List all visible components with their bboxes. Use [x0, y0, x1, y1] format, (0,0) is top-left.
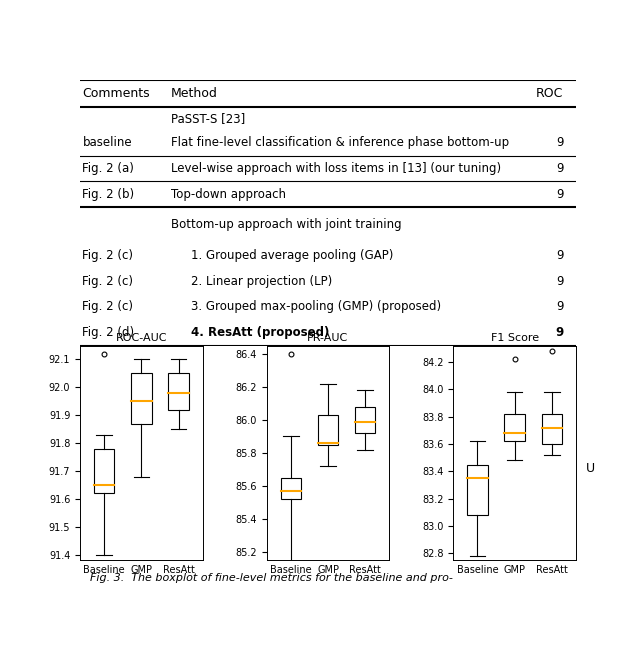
Text: Top-down approach: Top-down approach	[171, 188, 286, 201]
Title: ROC-AUC: ROC-AUC	[116, 333, 167, 343]
Bar	[541, 414, 562, 444]
Text: Fig. 2 (d): Fig. 2 (d)	[83, 326, 134, 339]
Title: F1 Score: F1 Score	[490, 333, 539, 343]
Text: 1. Grouped average pooling (GAP): 1. Grouped average pooling (GAP)	[191, 249, 393, 262]
Text: 4. ResAtt (proposed): 4. ResAtt (proposed)	[191, 326, 329, 339]
Text: 9: 9	[556, 188, 564, 201]
Bar	[355, 406, 376, 433]
Bar	[280, 477, 301, 499]
Text: 2. Linear projection (LP): 2. Linear projection (LP)	[191, 275, 332, 288]
Bar	[504, 414, 525, 442]
Text: PaSST-S [23]: PaSST-S [23]	[171, 112, 245, 125]
Text: 9: 9	[556, 300, 564, 313]
Text: Fig. 3.  The boxplot of fine-level metrics for the baseline and pro-: Fig. 3. The boxplot of fine-level metric…	[90, 572, 452, 582]
Text: Fig. 2 (a): Fig. 2 (a)	[83, 162, 134, 175]
Text: 9: 9	[556, 275, 564, 288]
Bar	[168, 373, 189, 410]
Text: Comments: Comments	[83, 87, 150, 100]
Title: PR-AUC: PR-AUC	[307, 333, 349, 343]
Text: 9: 9	[556, 162, 564, 175]
Text: Fig. 2 (b): Fig. 2 (b)	[83, 188, 134, 201]
Text: 9: 9	[556, 136, 564, 149]
Bar	[467, 465, 488, 515]
Text: 9: 9	[556, 249, 564, 262]
Text: 9: 9	[556, 326, 564, 339]
Bar	[318, 415, 338, 445]
Text: Fig. 2 (c): Fig. 2 (c)	[83, 275, 134, 288]
Text: Fig. 2 (c): Fig. 2 (c)	[83, 300, 134, 313]
Bar	[131, 373, 152, 424]
Text: baseline: baseline	[83, 136, 132, 149]
Bar	[94, 449, 115, 493]
Text: Bottom-up approach with joint training: Bottom-up approach with joint training	[171, 218, 401, 231]
Text: Method: Method	[171, 87, 218, 100]
Text: Flat fine-level classification & inference phase bottom-up: Flat fine-level classification & inferen…	[171, 136, 509, 149]
Text: Level-wise approach with loss items in [13] (our tuning): Level-wise approach with loss items in […	[171, 162, 501, 175]
Text: ROC: ROC	[536, 87, 564, 100]
Text: 3. Grouped max-pooling (GMP) (proposed): 3. Grouped max-pooling (GMP) (proposed)	[191, 300, 441, 313]
Text: U: U	[586, 461, 595, 475]
Text: Fig. 2 (c): Fig. 2 (c)	[83, 249, 134, 262]
